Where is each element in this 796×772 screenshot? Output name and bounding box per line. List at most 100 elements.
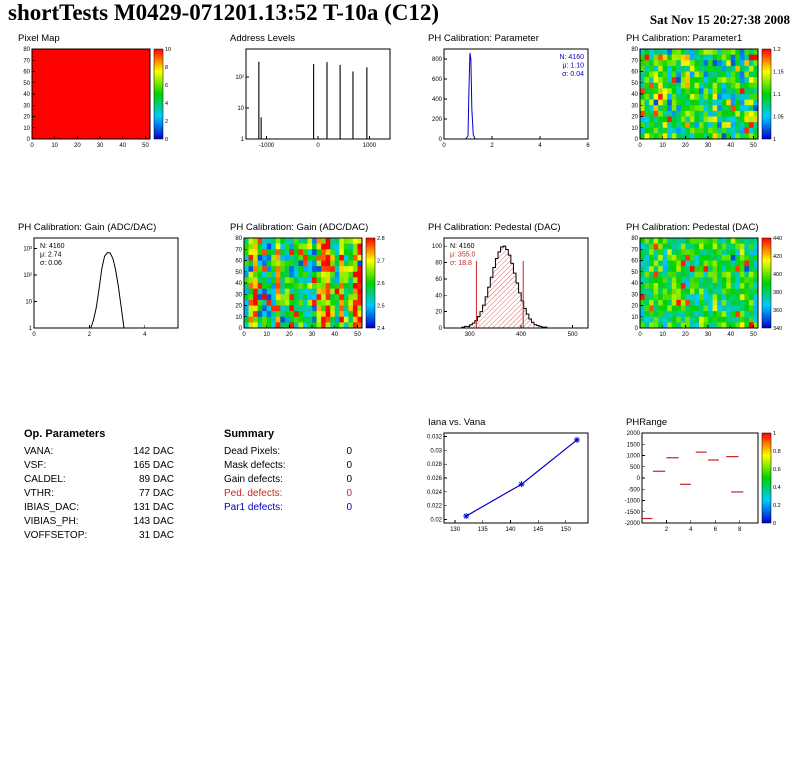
svg-text:360: 360 (773, 308, 782, 314)
panel-iana-vs-vana: Iana vs. Vana 130 135 140 145 150 0.02 0.022 0.… (418, 417, 596, 541)
svg-text:2: 2 (88, 332, 92, 338)
svg-text:135: 135 (478, 527, 489, 533)
svg-text:40: 40 (23, 92, 30, 98)
svg-text:2.4: 2.4 (377, 326, 385, 332)
svg-text:60: 60 (435, 277, 442, 283)
chart-title: PH Calibration: Pedestal (DAC) (428, 222, 561, 233)
summary-title: Summary (224, 428, 275, 440)
kv-row: VIBIAS_PH: 143 DAC (24, 516, 174, 527)
svg-text:μ: 1.10: μ: 1.10 (562, 63, 584, 70)
chart-title: Pixel Map (18, 33, 60, 44)
svg-text:70: 70 (631, 247, 638, 253)
svg-text:60: 60 (631, 259, 638, 265)
panel-ph-cal-parameter1-map: PH Calibration: Parameter1 0 10 20 30 40 50 0 1… (616, 33, 794, 157)
kv-row: Mask defects: 0 (224, 460, 352, 471)
svg-text:20: 20 (286, 332, 293, 338)
svg-text:-1500: -1500 (625, 510, 641, 516)
svg-text:50: 50 (631, 270, 638, 276)
svg-text:σ: 0.06: σ: 0.06 (40, 260, 62, 267)
svg-text:0: 0 (442, 143, 446, 149)
svg-text:0: 0 (27, 137, 31, 143)
kv-row: VOFFSETOP: 31 DAC (24, 530, 174, 541)
svg-text:1.15: 1.15 (773, 70, 784, 76)
svg-text:0: 0 (638, 143, 642, 149)
svg-text:N: 4160: N: 4160 (40, 243, 65, 250)
op-parameters-rows: VANA: 142 DAC VSF: 165 DAC CALDEL: 89 DAC VTHR… (24, 445, 174, 543)
svg-text:1.05: 1.05 (773, 115, 784, 121)
svg-text:0: 0 (635, 137, 639, 143)
svg-text:20: 20 (435, 310, 442, 316)
svg-text:80: 80 (235, 236, 242, 242)
svg-text:10: 10 (237, 106, 244, 112)
kv-row: VANA: 142 DAC (24, 446, 174, 457)
svg-text:0: 0 (638, 332, 642, 338)
svg-text:6: 6 (714, 527, 718, 533)
svg-text:0: 0 (239, 326, 243, 332)
svg-text:30: 30 (631, 103, 638, 109)
svg-text:10: 10 (659, 332, 666, 338)
svg-text:70: 70 (23, 58, 30, 64)
svg-text:0.03: 0.03 (430, 448, 442, 454)
kv-row: CALDEL: 89 DAC (24, 474, 174, 485)
svg-text:0.024: 0.024 (427, 490, 443, 496)
svg-text:50: 50 (750, 143, 757, 149)
svg-text:8: 8 (165, 65, 168, 71)
kv-row: Gain defects: 0 (224, 474, 352, 485)
svg-text:20: 20 (631, 115, 638, 121)
svg-text:N: 4160: N: 4160 (559, 54, 584, 61)
panel-address-levels: Address Levels -1000 0 1000 1 10 10² (220, 33, 398, 157)
svg-text:80: 80 (435, 261, 442, 267)
page-title: shortTests M0429-071201.13:52 T-10a (C12… (8, 0, 440, 25)
svg-text:60: 60 (235, 259, 242, 265)
svg-text:10: 10 (631, 315, 638, 321)
svg-text:1.1: 1.1 (773, 92, 781, 98)
svg-text:10: 10 (165, 47, 171, 53)
pedestal-hist-chart: 300 400 500 0 20 40 60 80 100 N: 4160 μ: 355.0σ: 1… (432, 237, 589, 338)
svg-text:60: 60 (23, 70, 30, 76)
svg-text:50: 50 (23, 81, 30, 87)
svg-text:30: 30 (705, 332, 712, 338)
svg-text:σ: 0.04: σ: 0.04 (562, 71, 584, 78)
svg-text:4: 4 (689, 527, 693, 533)
svg-text:1: 1 (29, 326, 33, 332)
svg-text:1: 1 (241, 137, 245, 143)
svg-text:1500: 1500 (627, 442, 641, 448)
svg-text:40: 40 (119, 143, 126, 149)
svg-text:-1000: -1000 (625, 499, 641, 505)
svg-text:70: 70 (631, 58, 638, 64)
address-levels-chart: -1000 0 1000 1 10 10² (235, 48, 391, 149)
svg-text:80: 80 (631, 47, 638, 53)
svg-text:10: 10 (235, 315, 242, 321)
svg-text:4: 4 (165, 101, 168, 107)
kv-row: Ped. defects: 0 (224, 488, 352, 499)
chart-title: PH Calibration: Parameter (428, 33, 539, 44)
svg-text:40: 40 (727, 143, 734, 149)
svg-text:200: 200 (432, 117, 443, 123)
panel-pedestal-map: PH Calibration: Pedestal (DAC) 0 10 20 30 40… (616, 222, 794, 346)
svg-text:40: 40 (631, 281, 638, 287)
iana-vs-vana-chart: 130 135 140 145 150 0.02 0.022 0.024 0.026 0.028 0… (427, 432, 589, 533)
svg-text:1000: 1000 (627, 454, 641, 460)
svg-text:300: 300 (465, 332, 476, 338)
svg-text:50: 50 (354, 332, 361, 338)
svg-text:10: 10 (659, 143, 666, 149)
svg-text:0: 0 (242, 332, 246, 338)
svg-text:70: 70 (235, 247, 242, 253)
phrange-chart: 2 4 6 8 2000 1500 1000 500 0 -500 -1000 -1500 -2000 1… (625, 431, 781, 533)
svg-text:10: 10 (631, 126, 638, 132)
svg-text:380: 380 (773, 290, 782, 296)
svg-text:20: 20 (682, 143, 689, 149)
svg-text:80: 80 (631, 236, 638, 242)
svg-text:0: 0 (316, 143, 320, 149)
svg-text:1000: 1000 (363, 143, 377, 149)
svg-text:30: 30 (309, 332, 316, 338)
svg-text:20: 20 (235, 304, 242, 310)
chart-title: PH Calibration: Gain (ADC/DAC) (230, 222, 369, 233)
svg-text:10²: 10² (235, 75, 244, 81)
svg-text:500: 500 (630, 465, 641, 471)
chart-title: Address Levels (230, 33, 295, 44)
svg-text:30: 30 (23, 103, 30, 109)
svg-text:40: 40 (331, 332, 338, 338)
svg-text:0.6: 0.6 (773, 467, 781, 473)
